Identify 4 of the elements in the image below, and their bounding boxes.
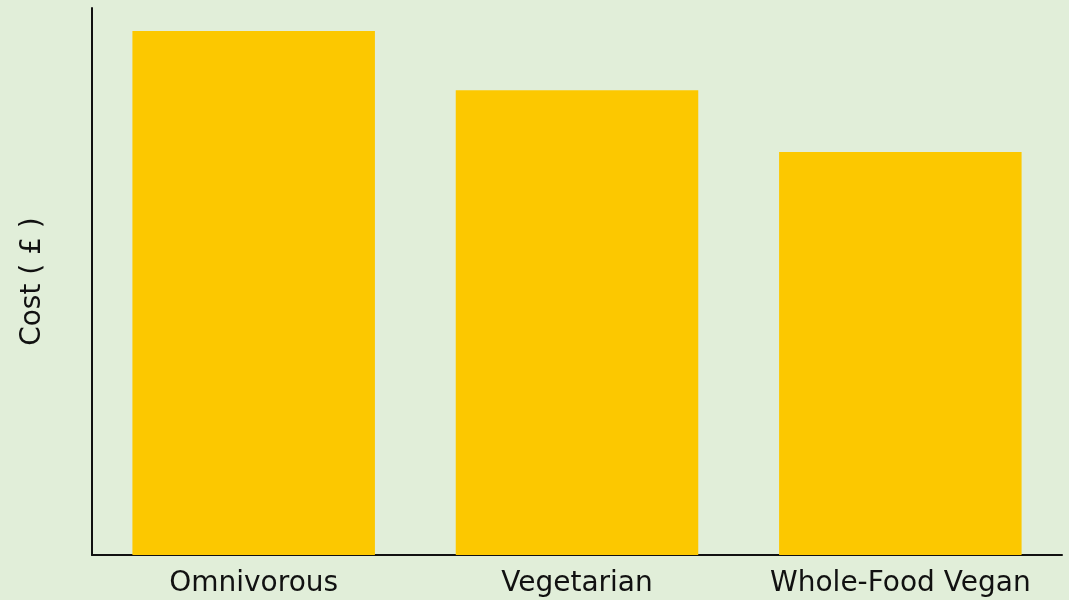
x-tick-label: Omnivorous	[169, 564, 339, 598]
x-tick-label: Vegetarian	[501, 564, 653, 598]
y-axis-title: Cost ( £ )	[13, 217, 47, 346]
x-tick-label: Whole-Food Vegan	[770, 564, 1031, 598]
